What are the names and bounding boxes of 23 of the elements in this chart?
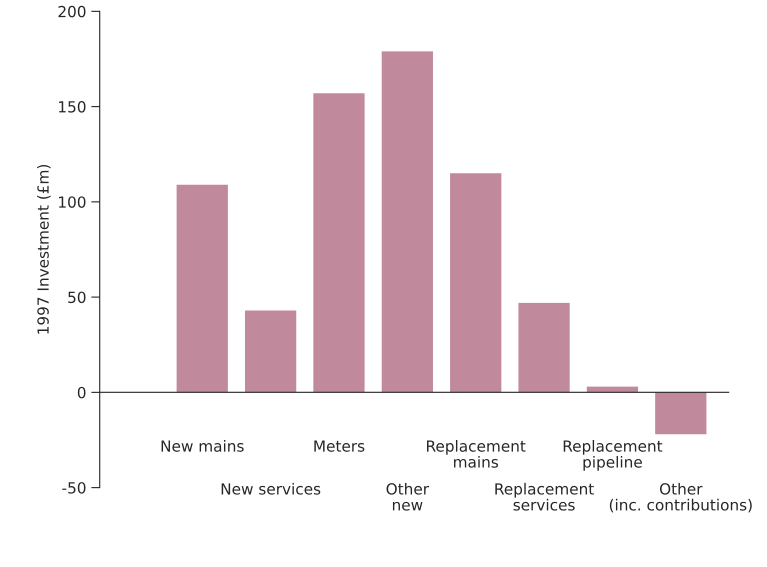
bar: [586, 386, 638, 392]
x-tick-label: New mains: [162, 440, 244, 452]
x-tick-label: Meters: [314, 440, 364, 452]
bar: [382, 51, 433, 392]
bar: [450, 173, 502, 392]
x-tick-label: Replacement pipeline: [564, 440, 662, 471]
x-tick-label: Other new: [386, 482, 430, 511]
bar: [244, 310, 296, 392]
x-tick-label: New services: [222, 482, 320, 495]
bar: [176, 184, 228, 392]
y-tick-label: 50: [68, 292, 86, 304]
bar: [313, 93, 365, 392]
y-tick-label: 100: [59, 196, 86, 208]
y-tick-label: 150: [59, 101, 86, 113]
x-tick-label: Other (inc. contributions): [610, 482, 752, 512]
x-tick-label: Replacement mains: [427, 440, 526, 468]
bar: [655, 392, 706, 434]
y-tick-label: 0: [78, 386, 86, 398]
x-tick-label: Replacement services: [495, 482, 594, 511]
y-tick-label: 200: [58, 6, 86, 18]
y-tick-label: -50: [62, 482, 86, 494]
y-axis-title: 1997 Investment (£m): [37, 164, 51, 334]
bar: [518, 302, 570, 392]
